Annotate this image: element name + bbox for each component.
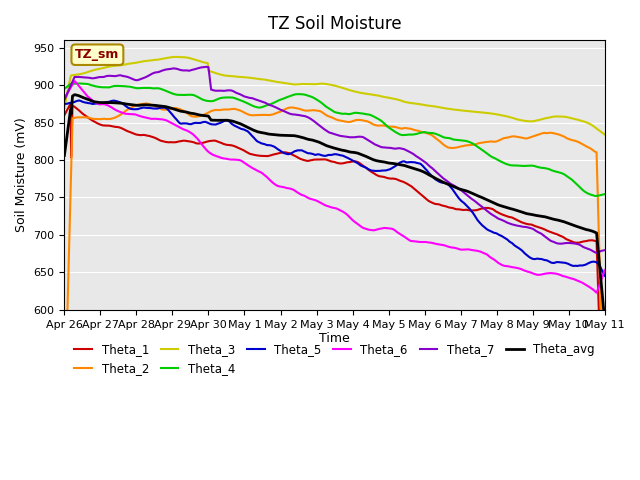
Theta_4 [601, 191, 609, 197]
Theta_5 [601, 273, 609, 278]
Text: TZ_sm: TZ_sm [76, 48, 120, 61]
Theta_3 [389, 96, 397, 102]
Theta_6 [527, 269, 534, 275]
Theta_6 [405, 238, 413, 243]
Theta_avg [70, 92, 78, 97]
Theta_5 [76, 97, 83, 103]
Theta_2 [527, 134, 534, 140]
Line: Theta_7: Theta_7 [65, 67, 605, 253]
Line: Theta_1: Theta_1 [65, 104, 605, 480]
Theta_5 [94, 100, 102, 106]
Theta_avg [405, 164, 413, 170]
Theta_1 [67, 101, 74, 107]
Theta_5 [375, 168, 383, 174]
Theta_6 [70, 78, 78, 84]
Theta_5 [405, 159, 413, 165]
Theta_1 [61, 112, 68, 118]
Theta_3 [172, 54, 180, 60]
Theta_1 [389, 176, 397, 181]
Theta_avg [471, 192, 479, 197]
Theta_3 [375, 93, 383, 98]
Line: Theta_6: Theta_6 [65, 81, 605, 293]
Theta_7 [593, 250, 600, 256]
Theta_6 [375, 226, 383, 232]
Theta_3 [527, 119, 534, 124]
Theta_5 [389, 165, 397, 170]
Theta_avg [61, 153, 68, 158]
Theta_1 [405, 182, 413, 188]
Theta_7 [389, 145, 397, 151]
Legend: Theta_1, Theta_2, Theta_3, Theta_4, Theta_5, Theta_6, Theta_7, Theta_avg: Theta_1, Theta_2, Theta_3, Theta_4, Thet… [70, 338, 600, 379]
Title: TZ Soil Moisture: TZ Soil Moisture [268, 15, 401, 33]
Theta_2 [405, 126, 413, 132]
Theta_1 [527, 221, 534, 227]
Theta_4 [471, 142, 479, 148]
Y-axis label: Soil Moisture (mV): Soil Moisture (mV) [15, 118, 28, 232]
Theta_5 [527, 255, 534, 261]
Theta_7 [93, 74, 101, 80]
Theta_1 [94, 121, 102, 127]
Theta_6 [471, 248, 479, 253]
Theta_2 [389, 124, 397, 130]
Theta_1 [471, 207, 479, 213]
Theta_3 [61, 105, 68, 110]
Theta_2 [61, 423, 68, 429]
Theta_6 [389, 226, 397, 232]
Theta_7 [375, 144, 383, 149]
Theta_avg [601, 318, 609, 324]
Theta_avg [389, 161, 397, 167]
Theta_6 [61, 96, 68, 101]
Theta_4 [405, 132, 413, 137]
Theta_4 [527, 163, 534, 168]
Theta_3 [471, 109, 479, 115]
X-axis label: Time: Time [319, 332, 350, 345]
Theta_4 [74, 81, 82, 86]
Theta_4 [375, 116, 383, 122]
Line: Theta_avg: Theta_avg [65, 95, 605, 321]
Theta_avg [527, 211, 534, 217]
Theta_3 [601, 132, 609, 137]
Theta_4 [61, 86, 68, 92]
Theta_4 [94, 84, 102, 90]
Theta_3 [93, 66, 101, 72]
Theta_4 [389, 128, 397, 133]
Theta_1 [375, 173, 383, 179]
Theta_avg [375, 158, 383, 164]
Theta_7 [61, 97, 68, 103]
Theta_2 [471, 142, 479, 147]
Theta_6 [593, 290, 600, 296]
Line: Theta_3: Theta_3 [65, 57, 605, 134]
Line: Theta_4: Theta_4 [65, 84, 605, 196]
Theta_7 [471, 198, 479, 204]
Theta_7 [527, 225, 534, 231]
Theta_6 [94, 101, 102, 107]
Theta_2 [93, 116, 101, 122]
Theta_5 [61, 101, 68, 107]
Theta_avg [94, 99, 102, 105]
Theta_7 [202, 64, 209, 70]
Line: Theta_5: Theta_5 [65, 100, 605, 276]
Theta_7 [405, 149, 413, 155]
Theta_7 [601, 247, 609, 253]
Theta_2 [375, 123, 383, 129]
Theta_4 [591, 193, 599, 199]
Theta_3 [405, 100, 413, 106]
Theta_5 [471, 213, 479, 219]
Theta_2 [601, 442, 609, 448]
Theta_6 [601, 267, 609, 273]
Theta_2 [141, 100, 149, 106]
Line: Theta_2: Theta_2 [65, 103, 605, 445]
